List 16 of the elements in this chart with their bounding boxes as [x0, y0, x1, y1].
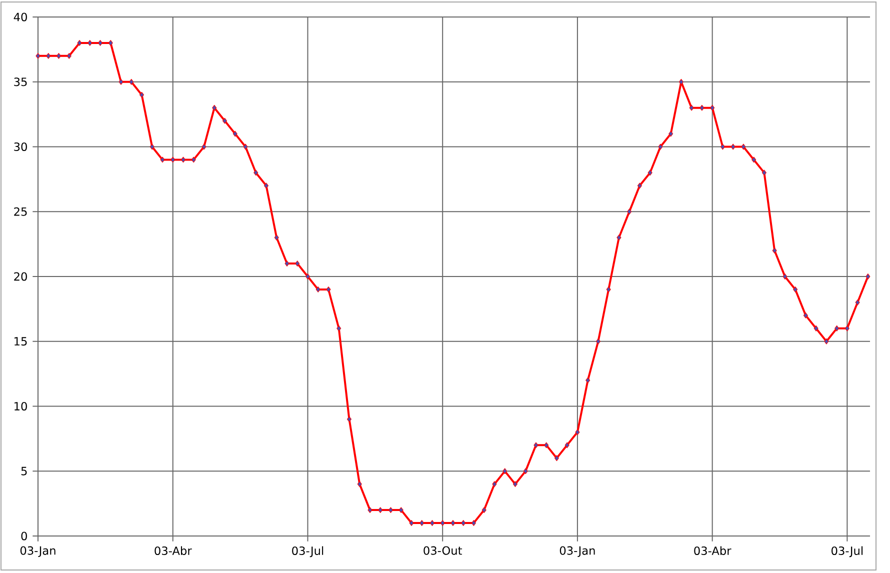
- x-tick-label: 03-Jul: [292, 546, 324, 558]
- y-tick-label: 40: [14, 12, 27, 22]
- y-tick-label: 0: [21, 532, 27, 540]
- y-tick-label: 15: [14, 337, 27, 346]
- x-tick-label: 03-Jul: [832, 546, 863, 558]
- x-tick-label: 03-Abr: [154, 546, 192, 556]
- x-tick-label: 03-Out: [424, 546, 462, 555]
- x-tick-label: 03-Abr: [694, 546, 732, 556]
- y-tick-label: 25: [14, 207, 27, 216]
- y-tick-label: 35: [14, 78, 27, 86]
- y-tick-label: 5: [21, 466, 27, 476]
- y-tick-label: 30: [14, 142, 27, 152]
- x-tick-label: 03-Jan: [560, 546, 595, 557]
- y-tick-label: 20: [14, 272, 27, 281]
- x-tick-label: 03-Jan: [20, 546, 56, 557]
- y-tick-label: 10: [14, 402, 27, 411]
